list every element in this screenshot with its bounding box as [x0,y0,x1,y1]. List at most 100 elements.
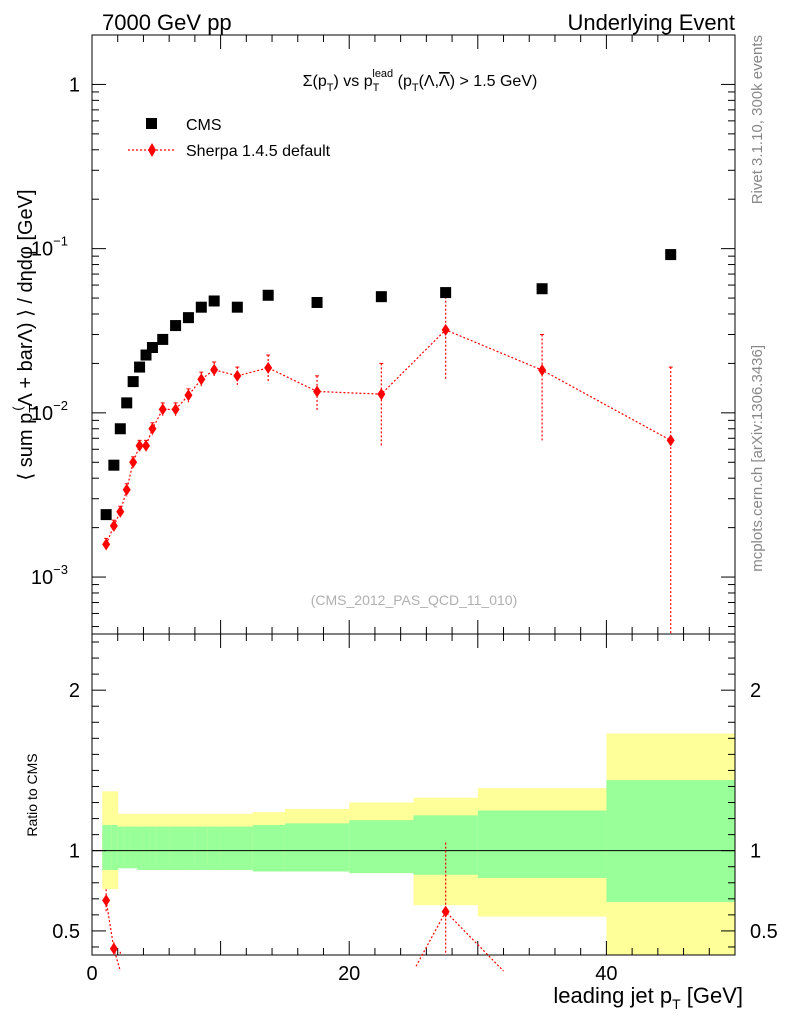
cms-point [140,349,152,361]
analysis-watermark: (CMS_2012_PAS_QCD_11_010) [311,592,518,608]
ratio-mc-point [102,894,111,907]
header-right: Underlying Event [567,10,735,35]
cms-point [182,312,194,324]
mc-point [264,361,273,374]
ratio-mc-point [109,942,118,955]
cms-point [121,397,133,409]
mc-point [142,439,151,452]
y-tick-label: 1 [69,74,80,96]
cms-point [134,361,146,373]
mc-point [538,364,547,377]
ratio-band-inner [252,824,286,872]
ratio-y-tick-label: 1 [69,841,80,863]
ratio-bands [102,733,736,955]
x-tick-label: 40 [595,963,617,985]
ratio-band-inner [182,826,196,870]
y-tick-label: 10−1 [31,234,68,261]
mc-point [116,505,125,518]
ratio-mc-series [102,842,504,972]
y-tick-label: 10−2 [31,398,68,425]
mc-point [122,483,131,496]
ratio-band-inner [124,826,132,869]
xlabel: leading jet pT [GeV] [553,983,743,1012]
ratio-y-tick-label: 2 [69,680,80,702]
ratio-band-inner [143,826,151,870]
legend-mc-marker [148,143,156,157]
plot-title: Σ(pT) vs pTlead (pT(Λ,Λ) > 1.5 GeV) [303,68,538,94]
ratio-band-inner [207,826,222,870]
ratio-band-inner [137,826,144,870]
cms-point [231,301,243,313]
mc-line [105,329,671,545]
mc-point [109,519,118,532]
mc-point [129,456,138,469]
ratio-band-inner [606,780,736,903]
cms-point [375,291,387,303]
mc-point [171,403,180,416]
cms-point [127,376,139,388]
ratio-band-inner [111,824,119,870]
mc-point [158,403,167,416]
cms-point [311,296,323,308]
cms-point [665,249,677,261]
cms-point [170,320,182,332]
x-tick-label: 20 [338,963,360,985]
mc-point [313,385,322,398]
mc-point [377,388,386,401]
legend-cms-label: CMS [186,117,222,134]
ratio-band-inner [130,826,138,869]
x-tick-label: 0 [86,963,97,985]
mc-point [135,439,144,452]
ratio-band-inner [194,826,209,870]
ratio-y-tick-label-right: 1 [750,841,761,863]
mc-point [210,363,219,376]
ratio-band-inner [220,826,254,870]
legend-cms-marker [146,118,157,129]
ratio-band-inner [102,824,112,870]
ratio-mc-line [415,910,504,972]
ratio-band-inner [349,820,414,874]
mc-point [148,422,157,435]
cms-point [208,295,220,307]
top-axes: 1 10−1 10−2 10−3 [31,34,736,635]
cms-series [100,249,677,521]
ratio-band-inner [149,826,157,870]
cms-point [100,509,112,521]
ratio-frame [91,633,736,956]
cms-point [536,283,548,295]
cms-point [114,423,126,435]
ratio-mc-line [105,900,121,972]
ratio-axes: 0.5 0.51 12 20 20 40 [52,633,778,985]
header-left: 7000 GeV pp [102,10,232,35]
rivet-label: Rivet 3.1.10, 300k events [749,35,766,204]
mc-point [184,389,193,402]
ratio-y-tick-label: 0.5 [52,921,80,943]
ratio-band-inner [117,826,125,869]
cms-point [440,287,452,299]
mcplots-label: mcplots.cern.ch [arXiv:1306.3436] [749,345,766,572]
mc-point [102,538,111,551]
ratio-y-tick-label-right: 0.5 [750,921,778,943]
mc-point [197,373,206,386]
ratio-band-inner [413,815,479,875]
mc-series [102,288,675,634]
mc-point [441,323,450,336]
mc-point [233,369,242,382]
ratio-band-inner [477,810,607,878]
ratio-band-inner [169,826,183,870]
y-tick-label: 10−3 [31,562,68,589]
ratio-y-tick-label-right: 2 [750,680,761,702]
ratio-mc-point [441,905,450,918]
cms-point [146,342,158,354]
cms-point [262,289,274,301]
ratio-ylabel: Ratio to CMS [24,753,40,836]
top-ylabel: ⟨ sum pT(Λ + barΛ) ⟩ / dηdφ [GeV] [10,189,41,480]
legend-mc-label: Sherpa 1.4.5 default [186,143,331,160]
cms-point [108,459,120,471]
cms-point [157,333,169,345]
cms-point [195,301,207,313]
ratio-band-inner [156,826,170,870]
mc-point [666,434,675,447]
ratio-band-inner [284,823,350,872]
